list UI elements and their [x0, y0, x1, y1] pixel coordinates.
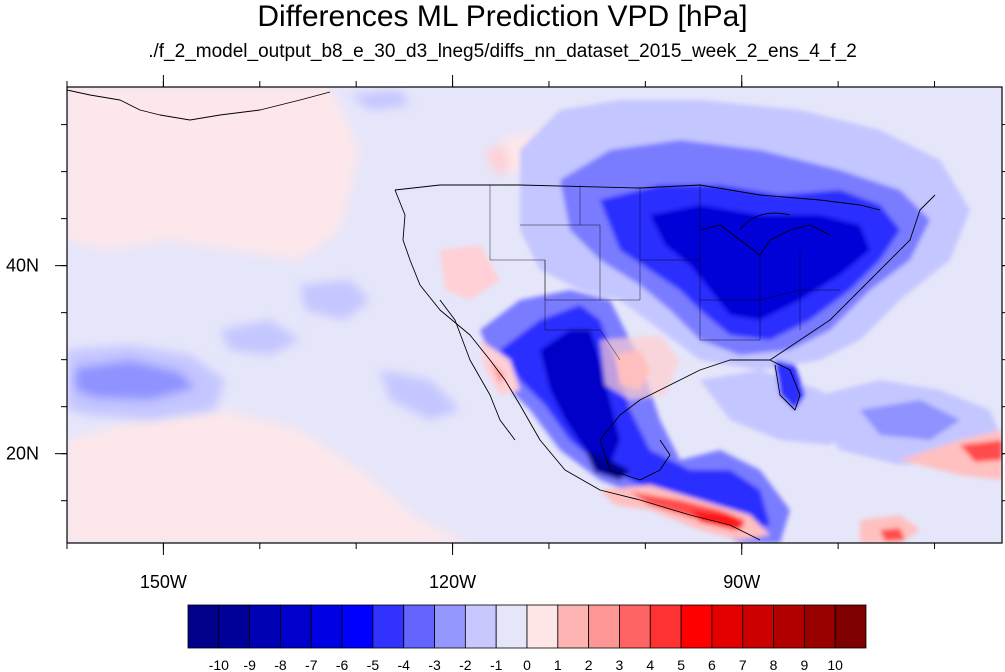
- colorbar-label: -3: [428, 657, 441, 672]
- state-borders: [489, 185, 840, 361]
- colorbar-swatch: [403, 604, 435, 649]
- colorbar-swatch: [218, 604, 251, 649]
- colorbar-label: 1: [554, 657, 562, 672]
- map-plot-area: [67, 87, 1002, 543]
- colorbar-label: -10: [209, 657, 229, 672]
- colorbar-swatch: [680, 604, 713, 649]
- lon-tick-label: 90W: [723, 572, 760, 592]
- map-title: Differences ML Prediction VPD [hPa]: [257, 0, 748, 33]
- colorbar-swatch: [557, 604, 590, 649]
- colorbar-swatch: [280, 604, 312, 649]
- colorbar-label: 8: [770, 657, 778, 672]
- colorbar-label: 6: [708, 657, 716, 672]
- colorbar-label: 10: [827, 657, 843, 672]
- colorbar-swatch: [434, 604, 466, 649]
- colorbar-swatch: [803, 604, 836, 649]
- colorbar: -10 -9 -8 -7 -6 -5 -4 -3 -2 -1 0 1 2 3 4 5 6 7 8 9 10: [187, 604, 867, 672]
- colorbar-swatch: [341, 604, 374, 649]
- colorbar-swatch: [249, 604, 281, 649]
- colorbar-swatch: [588, 604, 620, 649]
- colorbar-swatch: [495, 604, 528, 649]
- lon-tick-label: 150W: [140, 572, 187, 592]
- colorbar-label: 2: [585, 657, 593, 672]
- colorbar-swatch: [187, 604, 220, 649]
- colorbar-label: -4: [398, 657, 411, 672]
- north-america-anomalies: [440, 100, 1002, 543]
- colorbar-swatch: [742, 604, 774, 649]
- colorbar-swatch: [773, 604, 805, 649]
- colorbar-label: -7: [305, 657, 318, 672]
- pacific-negative-anomalies: [67, 90, 460, 420]
- colorbar-swatch: [372, 604, 405, 649]
- pacific-positive-anomalies: [67, 87, 560, 543]
- colorbar-label: -2: [459, 657, 472, 672]
- map-ticks: 150W 120W 90W 40N 20N: [6, 75, 1005, 592]
- colorbar-label: -9: [243, 657, 256, 672]
- colorbar-swatch: [649, 604, 682, 649]
- lat-tick-label: 20N: [6, 444, 39, 464]
- lat-tick-label: 40N: [6, 256, 39, 276]
- colorbar-swatch: [619, 604, 651, 649]
- colorbar-swatch: [834, 604, 867, 649]
- colorbar-label: 5: [677, 657, 685, 672]
- colorbar-label: 0: [523, 657, 531, 672]
- colorbar-swatch: [310, 604, 343, 649]
- colorbar-swatch: [526, 604, 559, 649]
- colorbar-swatch: [711, 604, 744, 649]
- map-subtitle: ./f_2_model_output_b8_e_30_d3_lneg5/diff…: [148, 41, 857, 62]
- colorbar-label: -6: [336, 657, 349, 672]
- colorbar-label: 7: [739, 657, 747, 672]
- colorbar-label: 3: [616, 657, 624, 672]
- colorbar-label: 4: [646, 657, 654, 672]
- colorbar-label: 9: [800, 657, 808, 672]
- colorbar-swatch: [464, 604, 497, 649]
- colorbar-label: -8: [274, 657, 287, 672]
- map-frame: [66, 86, 1003, 544]
- lon-tick-label: 120W: [429, 572, 476, 592]
- colorbar-label: -1: [490, 657, 503, 672]
- colorbar-label: -5: [367, 657, 380, 672]
